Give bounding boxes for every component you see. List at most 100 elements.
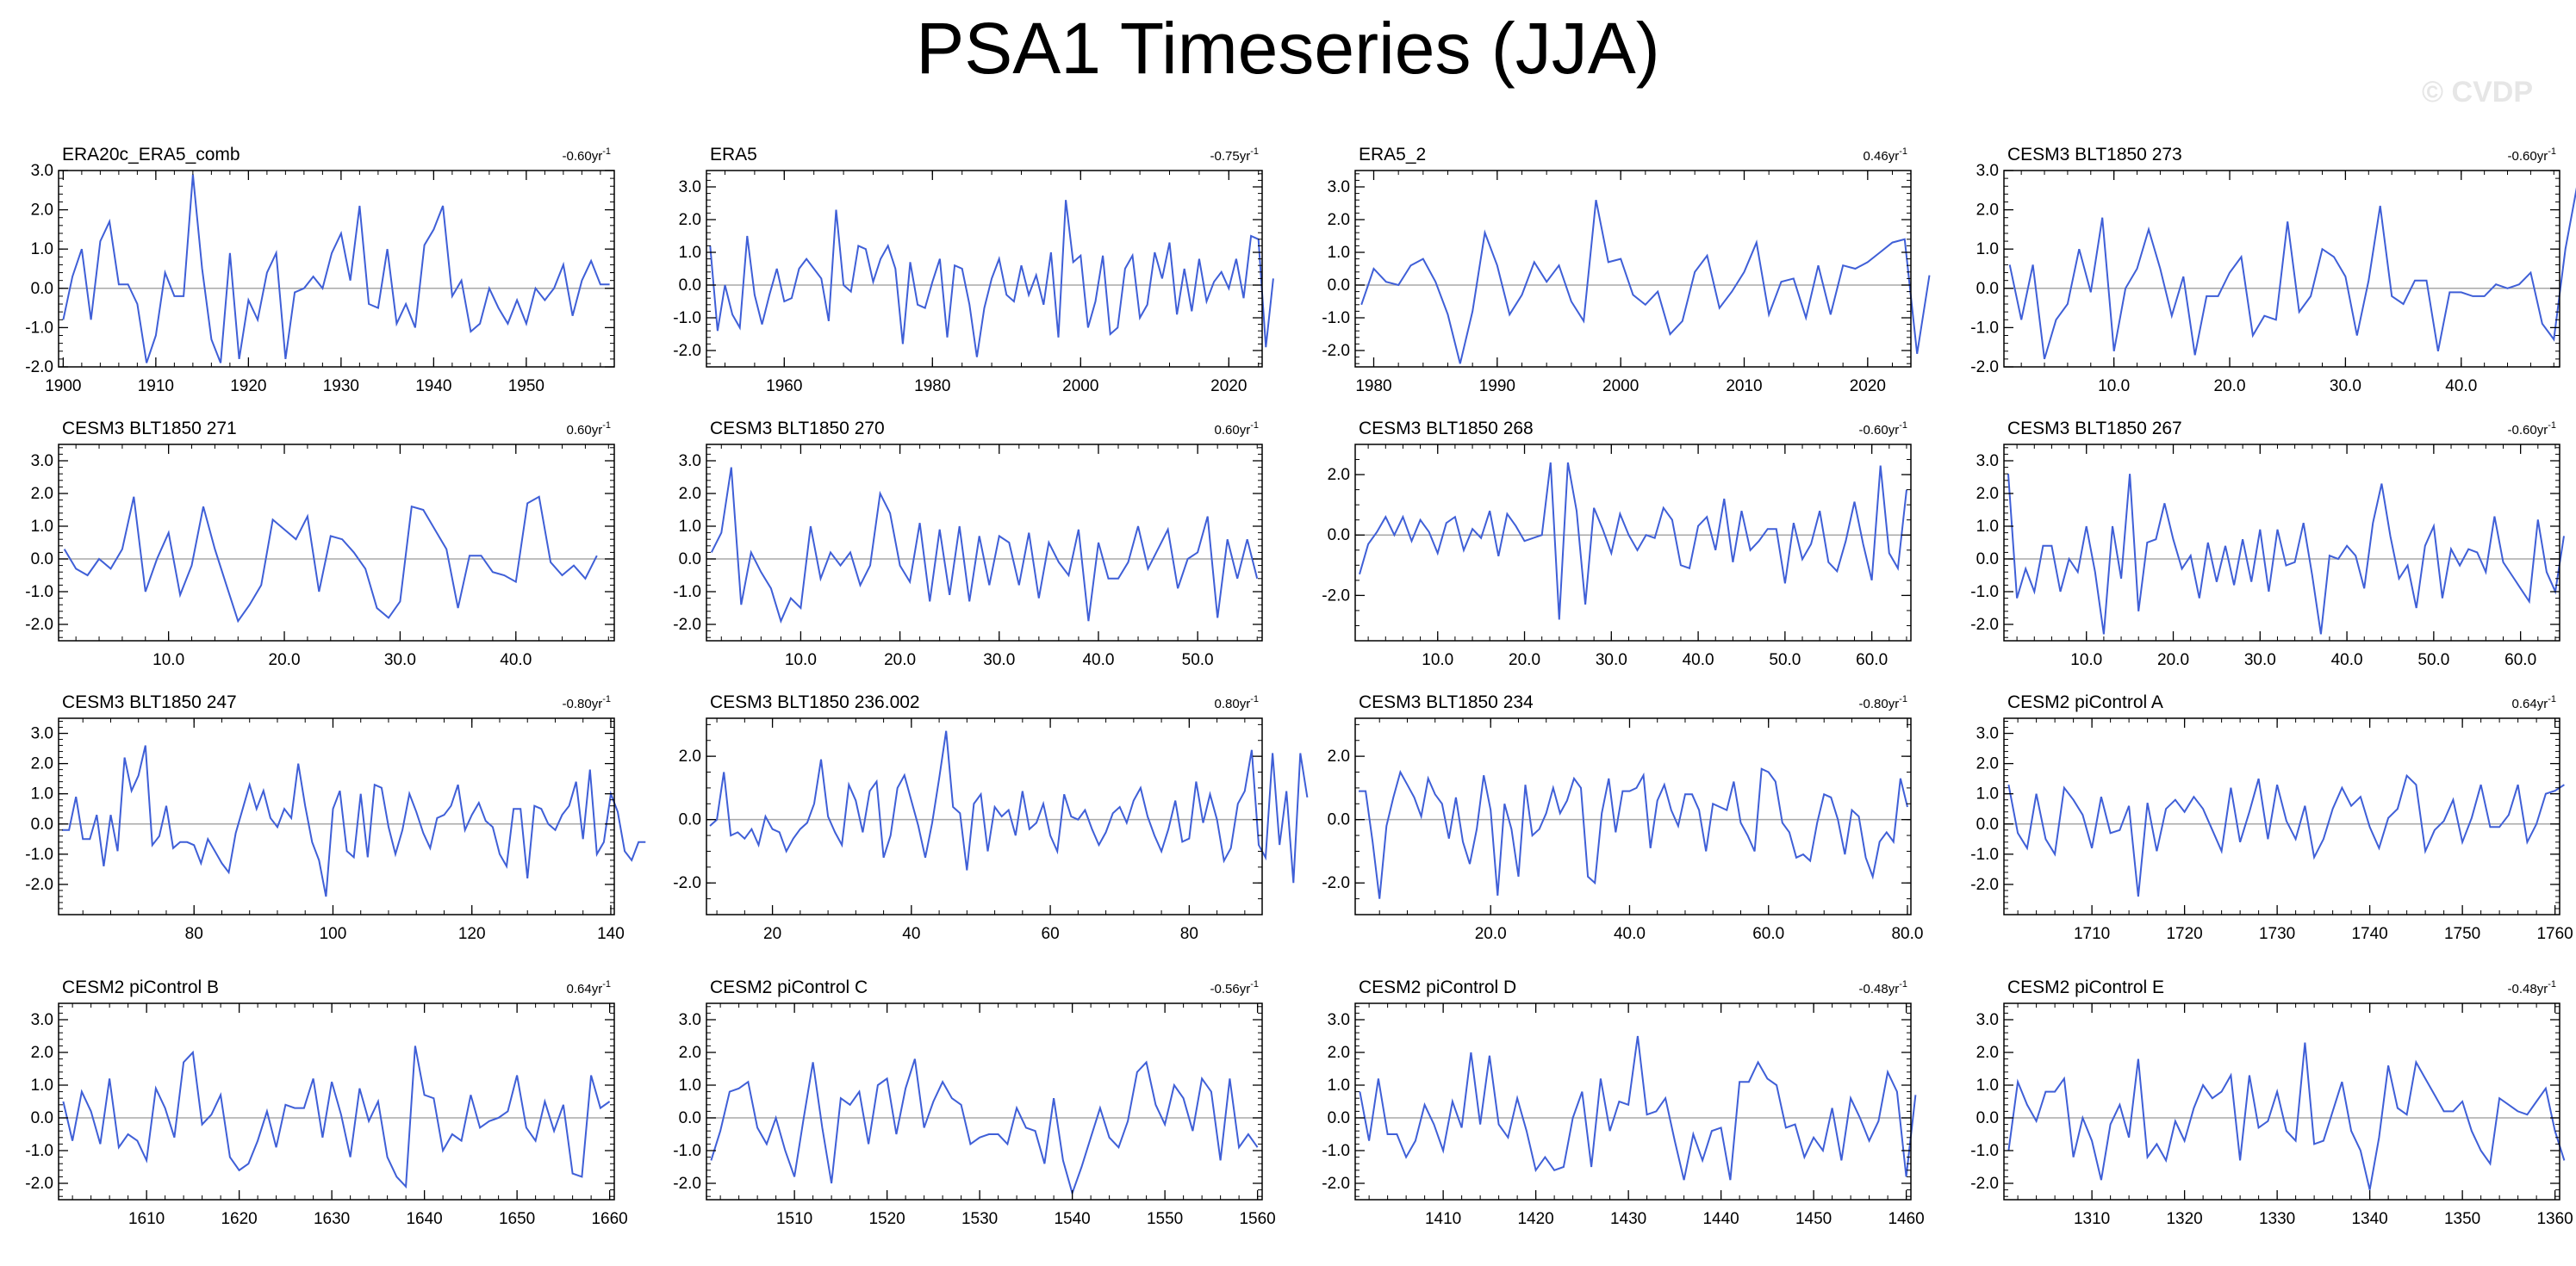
y-tick-label: -1.0: [25, 583, 53, 601]
chart-panel: -2.0 -1.0 0.0 1.0 2.0 3.0 80 100 120 140 CESM3 BLT…: [25, 692, 646, 943]
panel-title: CESM2 piControl D: [1359, 977, 1516, 997]
panel-title: CESM3 BLT1850 267: [2007, 419, 2182, 438]
x-tick-label: 60.0: [2504, 651, 2536, 669]
panel-trend-label: 0.64yr-1: [2512, 694, 2556, 711]
x-tick-label: 50.0: [1182, 651, 1214, 669]
y-tick-label: -1.0: [673, 1142, 701, 1160]
x-tick-label: 20: [763, 925, 781, 943]
y-tick-label: 2.0: [1976, 1044, 1999, 1062]
cvdp-watermark: © CVDP: [2422, 76, 2533, 109]
plot-frame: [58, 170, 615, 368]
chart-panel: -2.0 -1.0 0.0 1.0 2.0 3.0 1610 1620 1630 1640 1650…: [25, 977, 628, 1228]
y-tick-label: -2.0: [1970, 1175, 1999, 1193]
plot-frame: [58, 444, 615, 642]
x-tick-label: 40: [902, 925, 920, 943]
y-tick-label: 3.0: [1328, 178, 1350, 196]
x-tick-label: 1350: [2444, 1210, 2480, 1228]
chart-panel: -2.0 -1.0 0.0 1.0 2.0 3.0 1960 1980 2000 2020 ERA5…: [673, 145, 1274, 395]
x-tick-label: 1650: [499, 1210, 535, 1228]
y-tick-label: 2.0: [31, 1044, 53, 1062]
panel-title: CESM3 BLT1850 273: [2007, 145, 2182, 164]
panel-title: CESM3 BLT1850 270: [710, 419, 885, 438]
y-tick-label: 0.0: [1976, 1109, 1999, 1127]
y-tick-label: 3.0: [1976, 162, 1999, 180]
panel-title: CESM3 BLT1850 234: [1359, 692, 1534, 712]
chart-panel: -2.0 0.0 2.0 20 40 60 80 CESM3 BLT1850 236.002 0…: [673, 692, 1309, 943]
chart-panel: -2.0 -1.0 0.0 1.0 2.0 3.0 10.0 20.0 30.0 40.0 50.0…: [673, 419, 1263, 669]
y-tick-label: 2.0: [31, 485, 53, 503]
y-tick-label: 2.0: [1328, 211, 1350, 229]
y-tick-label: -2.0: [1322, 342, 1350, 360]
y-tick-label: 2.0: [1328, 466, 1350, 484]
x-tick-label: 1610: [128, 1210, 165, 1228]
x-tick-label: 120: [458, 925, 486, 943]
y-tick-label: -2.0: [1322, 1175, 1350, 1193]
y-tick-label: 1.0: [679, 518, 701, 536]
y-tick-label: 2.0: [679, 211, 701, 229]
chart-panel: -2.0 -1.0 0.0 1.0 2.0 3.0 10.0 20.0 30.0 40.0 CESM…: [25, 419, 615, 669]
x-tick-label: 50.0: [1769, 651, 1801, 669]
y-tick-label: -1.0: [1970, 846, 1999, 864]
x-tick-label: 1980: [1355, 377, 1391, 395]
x-tick-label: 40.0: [2331, 651, 2363, 669]
plot-frame: [2003, 1002, 2560, 1201]
y-tick-label: 3.0: [31, 1011, 53, 1029]
y-tick-label: -2.0: [1970, 616, 1999, 634]
x-tick-label: 1980: [914, 377, 950, 395]
x-tick-label: 80: [185, 925, 203, 943]
y-tick-label: 2.0: [1976, 202, 1999, 220]
x-tick-label: 1950: [508, 377, 544, 395]
x-tick-label: 1440: [1702, 1210, 1739, 1228]
y-tick-label: 2.0: [31, 755, 53, 773]
x-tick-label: 80: [1180, 925, 1198, 943]
panel-trend-label: -0.48yr-1: [2508, 979, 2556, 996]
panel-trend-label: -0.60yr-1: [1859, 420, 1907, 438]
x-tick-label: 20.0: [2157, 651, 2189, 669]
y-tick-label: 0.0: [31, 1109, 53, 1127]
y-tick-label: 3.0: [31, 162, 53, 180]
y-tick-label: 3.0: [1976, 452, 1999, 470]
x-tick-label: 30.0: [384, 651, 416, 669]
x-tick-label: 20.0: [269, 651, 301, 669]
panel-title: CESM3 BLT1850 236.002: [710, 692, 920, 712]
chart-panel: -2.0 -1.0 0.0 1.0 2.0 3.0 1310 1320 1330 1340 1350…: [1970, 977, 2573, 1228]
panel-trend-label: -0.60yr-1: [2508, 146, 2556, 164]
x-tick-label: 20.0: [2214, 377, 2246, 395]
chart-panel: -2.0 -1.0 0.0 1.0 2.0 3.0 1710 1720 1730 1740 1750…: [1970, 692, 2573, 943]
x-tick-label: 10.0: [785, 651, 817, 669]
y-tick-label: 3.0: [679, 1011, 701, 1029]
plot-frame: [2003, 717, 2560, 915]
x-tick-label: 100: [320, 925, 347, 943]
y-tick-label: 1.0: [31, 1077, 53, 1095]
x-tick-label: 1920: [230, 377, 266, 395]
x-tick-label: 30.0: [983, 651, 1015, 669]
x-tick-label: 140: [597, 925, 625, 943]
plot-frame: [1354, 1002, 1912, 1201]
x-tick-label: 1900: [45, 377, 81, 395]
y-tick-label: -2.0: [25, 1175, 53, 1193]
y-tick-label: 2.0: [1328, 748, 1350, 766]
x-tick-label: 1530: [961, 1210, 998, 1228]
panel-trend-label: -0.60yr-1: [563, 146, 611, 164]
chart-panel: -2.0 0.0 2.0 10.0 20.0 30.0 40.0 50.0 60.0 CESM3 …: [1322, 419, 1912, 669]
series-line: [709, 200, 1274, 357]
y-tick-label: -1.0: [1322, 1142, 1350, 1160]
panel-title: CESM2 piControl E: [2007, 977, 2164, 997]
x-tick-label: 1320: [2166, 1210, 2202, 1228]
panel-trend-label: 0.60yr-1: [1215, 420, 1259, 438]
y-tick-label: 0.0: [31, 550, 53, 568]
x-tick-label: 1930: [323, 377, 359, 395]
x-tick-label: 1960: [766, 377, 802, 395]
panel-title: CESM3 BLT1850 247: [62, 692, 237, 712]
x-tick-label: 1340: [2351, 1210, 2387, 1228]
x-tick-label: 50.0: [2417, 651, 2449, 669]
plot-frame: [706, 717, 1263, 915]
x-tick-label: 10.0: [2070, 651, 2102, 669]
y-tick-label: -1.0: [25, 319, 53, 337]
y-tick-label: 1.0: [1976, 1077, 1999, 1095]
y-tick-label: 2.0: [1328, 1044, 1350, 1062]
x-tick-label: 60.0: [1856, 651, 1888, 669]
panel-trend-label: 0.46yr-1: [1864, 146, 1907, 164]
x-tick-label: 40.0: [2445, 377, 2477, 395]
